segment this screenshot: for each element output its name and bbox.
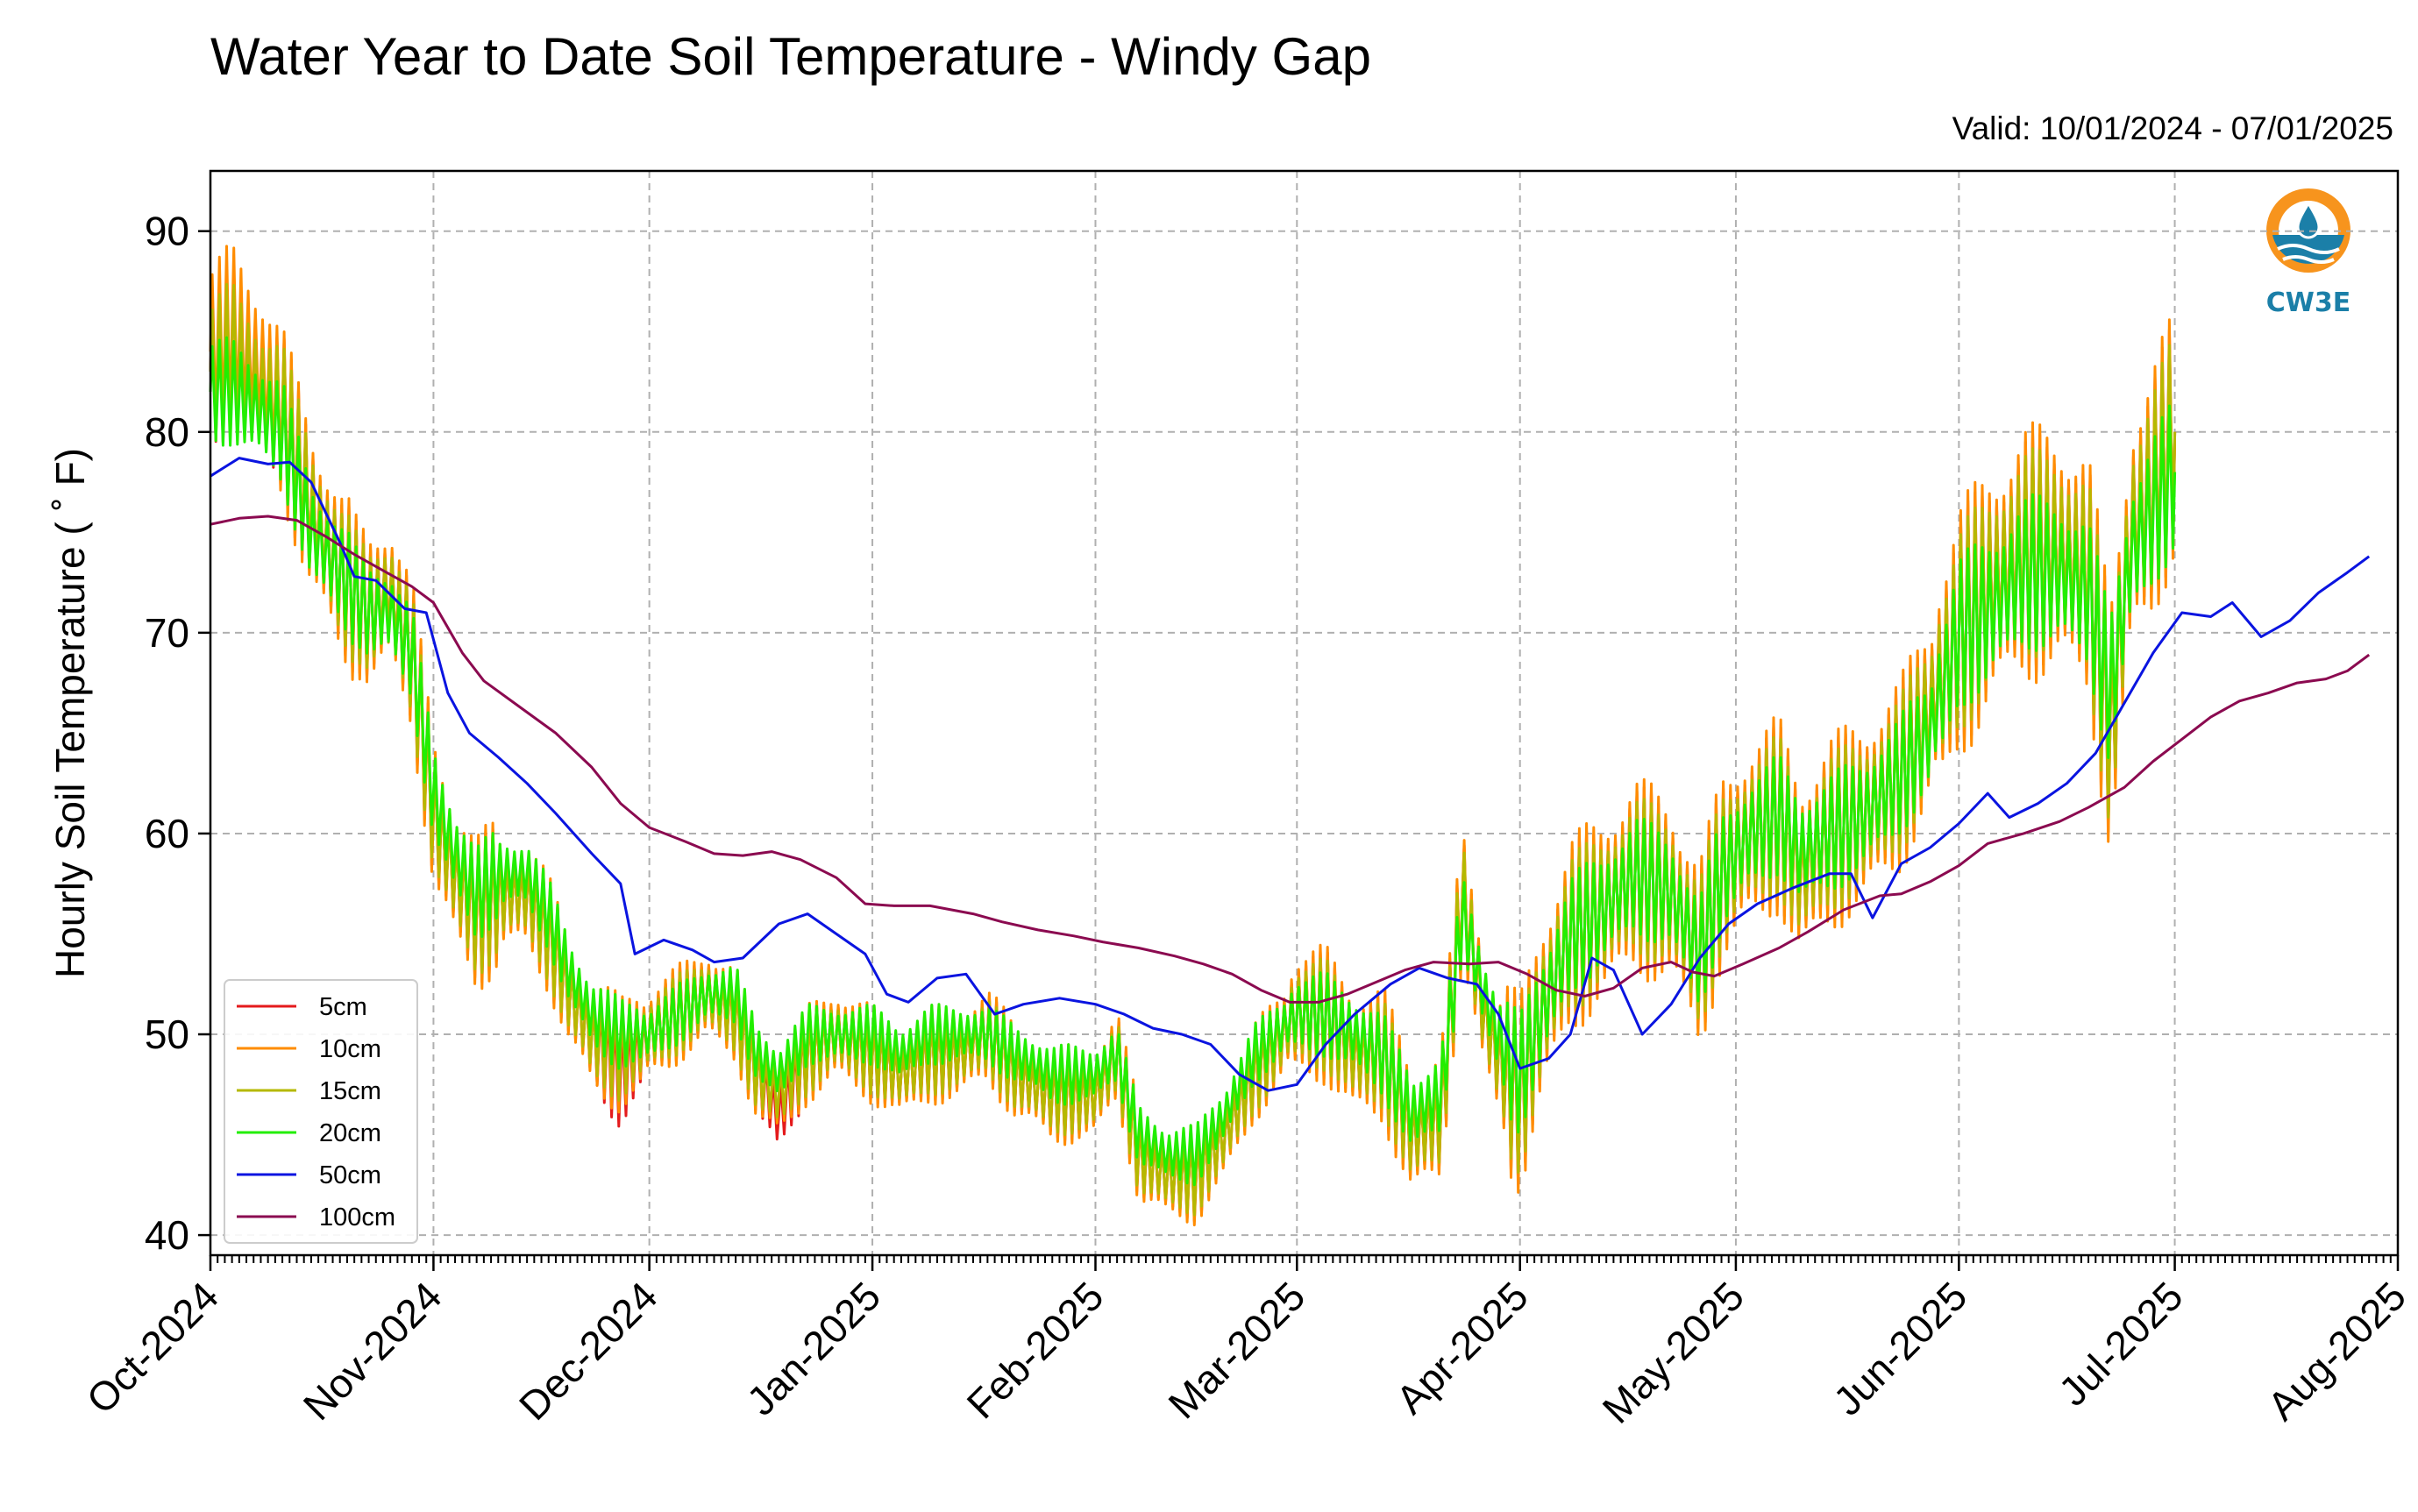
- legend-label: 50cm: [319, 1161, 381, 1189]
- series-line-20cm: [209, 336, 2177, 1187]
- legend-box: [224, 979, 418, 1244]
- x-tick-label: Nov-2024: [295, 1273, 451, 1429]
- x-tick-label: Jul-2025: [2050, 1273, 2192, 1415]
- x-tick-label: Mar-2025: [1159, 1273, 1313, 1427]
- grid: [210, 171, 2399, 1255]
- y-axis-label: Hourly Soil Temperature ( ˚ F): [47, 448, 93, 978]
- series-line-50cm: [210, 457, 2371, 1092]
- legend: 5cm 10cm 15cm 20cm 50cm 100cm: [224, 979, 418, 1244]
- legend-label: 20cm: [319, 1119, 381, 1147]
- chart-title: Water Year to Date Soil Temperature - Wi…: [210, 27, 1371, 86]
- x-tick-label: Apr-2025: [1387, 1273, 1537, 1423]
- y-tick-label: 60: [145, 811, 189, 856]
- series-line-100cm: [210, 515, 2371, 1004]
- x-minor-ticks: [210, 1255, 2399, 1263]
- x-tick-label: Aug-2025: [2258, 1273, 2414, 1429]
- plot-frame: [209, 169, 2400, 1257]
- x-tick-label: May-2025: [1594, 1273, 1753, 1431]
- logo-text: CW3E: [2266, 287, 2350, 318]
- x-tick-label: Dec-2024: [510, 1273, 666, 1429]
- series-line-10cm: [209, 245, 2177, 1227]
- valid-date-range: Valid: 10/01/2024 - 07/01/2025: [1952, 110, 2393, 146]
- x-tick-label: Oct-2024: [78, 1273, 228, 1423]
- x-tick-label: Jun-2025: [1824, 1273, 1975, 1423]
- cw3e-logo: CW3E: [2266, 188, 2350, 318]
- legend-label: 10cm: [319, 1035, 381, 1063]
- legend-label: 100cm: [319, 1203, 395, 1232]
- y-tick-label: 50: [145, 1012, 189, 1057]
- legend-label: 5cm: [319, 993, 367, 1021]
- series-line-15cm: [209, 282, 2177, 1217]
- y-tick-label: 80: [145, 409, 189, 455]
- series-lines: [209, 245, 2371, 1227]
- y-tick-label: 40: [145, 1212, 189, 1258]
- x-tick-label: Jan-2025: [738, 1273, 889, 1423]
- x-tick-label: Feb-2025: [958, 1273, 1113, 1427]
- legend-label: 15cm: [319, 1077, 381, 1105]
- y-tick-label: 90: [145, 209, 189, 254]
- y-tick-label: 70: [145, 610, 189, 656]
